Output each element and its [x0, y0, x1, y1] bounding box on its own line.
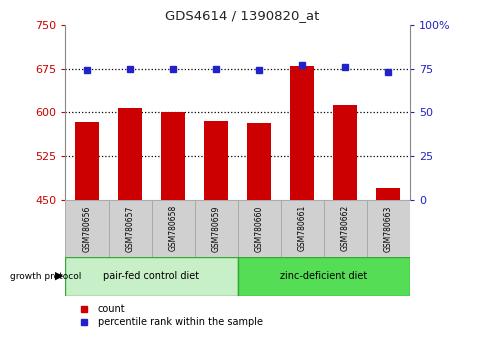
Text: GSM780656: GSM780656 — [82, 205, 91, 252]
Bar — [323, 200, 366, 257]
Bar — [237, 200, 280, 257]
Text: GSM780662: GSM780662 — [340, 205, 349, 251]
Text: GSM780661: GSM780661 — [297, 205, 306, 251]
Bar — [75, 122, 99, 200]
Text: growth protocol: growth protocol — [10, 272, 81, 281]
Bar — [65, 257, 237, 296]
Bar — [151, 200, 194, 257]
Text: zinc-deficient diet: zinc-deficient diet — [280, 271, 366, 281]
Bar — [161, 113, 184, 200]
Bar — [376, 188, 399, 200]
Bar — [108, 200, 151, 257]
Bar — [204, 121, 227, 200]
Text: GSM780659: GSM780659 — [211, 205, 220, 252]
Bar — [366, 200, 409, 257]
Bar — [247, 124, 271, 200]
Text: GSM780657: GSM780657 — [125, 205, 134, 252]
Bar — [333, 105, 356, 200]
Text: GSM780663: GSM780663 — [383, 205, 392, 252]
Bar — [280, 200, 323, 257]
Bar — [118, 108, 142, 200]
Bar — [290, 66, 314, 200]
Bar — [65, 200, 108, 257]
Text: GSM780660: GSM780660 — [254, 205, 263, 252]
Legend: count, percentile rank within the sample: count, percentile rank within the sample — [70, 301, 266, 331]
Bar — [237, 257, 409, 296]
Text: pair-fed control diet: pair-fed control diet — [103, 271, 199, 281]
Text: GSM780658: GSM780658 — [168, 205, 177, 251]
Text: ▶: ▶ — [54, 271, 63, 281]
Text: GDS4614 / 1390820_at: GDS4614 / 1390820_at — [165, 9, 319, 22]
Bar — [194, 200, 237, 257]
